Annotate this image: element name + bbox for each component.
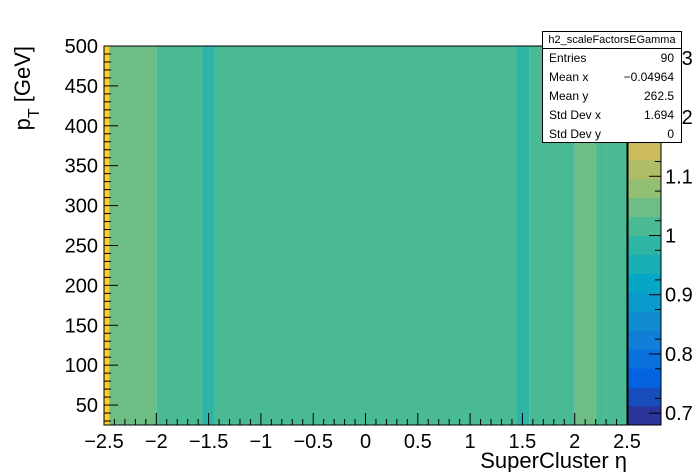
x-axis: −2.5 −2 −1.5 −1 −0.5 0 0.5 1 1.5 2 2.5 [84, 413, 641, 453]
x-tick-label: 2 [569, 431, 580, 453]
color-bar-tick-label: 0.9 [665, 285, 693, 307]
stats-row: Mean x −0.04964 [543, 68, 681, 87]
heatmap-cell [214, 46, 517, 425]
y-tick-label: 100 [65, 355, 98, 377]
y-tick-label: 50 [76, 395, 98, 417]
color-bar-band [628, 330, 661, 350]
y-tick-label: 200 [65, 275, 98, 297]
stats-value: 0 [667, 127, 674, 141]
y-tick-label: 250 [65, 235, 98, 257]
color-bar-band [628, 140, 661, 161]
stats-label: Mean x [549, 70, 589, 84]
stats-value: −0.04964 [623, 70, 674, 84]
y-axis-label: pT [GeV] [10, 46, 43, 130]
x-axis-label: SuperCluster η [480, 448, 627, 472]
x-tick-label: 0 [360, 431, 371, 453]
heatmap-cell [109, 46, 157, 425]
color-bar-tick-label: 1 [665, 226, 676, 248]
y-tick-label: 300 [65, 196, 98, 218]
color-bar-tick-label: 0.7 [665, 403, 693, 425]
y-tick-label: 350 [65, 156, 98, 178]
stats-row: Std Dev x 1.694 [543, 106, 681, 125]
color-bar-band [628, 292, 661, 312]
color-bar-band [628, 368, 661, 388]
stats-value: 1.694 [643, 108, 674, 122]
x-tick-label: 0.5 [404, 431, 432, 453]
y-tick-label: 500 [65, 36, 98, 58]
x-tick-label: 1.5 [508, 431, 536, 453]
color-bar-band [628, 349, 661, 369]
y-tick-label: 400 [65, 116, 98, 138]
color-bar-band [628, 406, 661, 426]
x-tick-label: −2.5 [84, 431, 123, 453]
color-bar-band [628, 159, 661, 180]
heatmap-cell [595, 46, 607, 425]
heatmap-cell [516, 46, 530, 425]
x-tick-label: 2.5 [613, 431, 641, 453]
stats-label: Std Dev x [549, 108, 602, 122]
color-bar-band [628, 273, 661, 293]
stats-label: Entries [549, 51, 587, 65]
stats-row: Mean y 262.5 [543, 87, 681, 106]
stats-label: Std Dev y [549, 127, 602, 141]
x-tick-label: −2 [145, 431, 168, 453]
x-tick-label: −1 [249, 431, 272, 453]
stats-value: 90 [660, 51, 674, 65]
x-tick-label: 1 [465, 431, 476, 453]
heatmap-cell [201, 46, 215, 425]
stats-box: h2_scaleFactorsEGamma Entries 90 Mean x −0… [542, 31, 682, 143]
color-bar-band [628, 387, 661, 407]
color-bar-band [628, 235, 661, 255]
y-axis: 50 100 150 200 250 300 350 400 450 500 [65, 36, 118, 422]
color-bar-band [628, 178, 661, 199]
color-bar-band [628, 216, 661, 236]
x-tick-label: −0.5 [293, 431, 332, 453]
stats-title: h2_scaleFactorsEGamma [543, 32, 681, 49]
heatmap-cell [156, 46, 202, 425]
stats-row: Std Dev y 0 [543, 125, 681, 144]
x-tick-label: −1.5 [189, 431, 228, 453]
color-bar-band [628, 311, 661, 331]
y-tick-label: 450 [65, 76, 98, 98]
stats-value: 262.5 [643, 89, 674, 103]
y-tick-label: 150 [65, 315, 98, 337]
color-bar-band [628, 197, 661, 218]
stats-row: Entries 90 [543, 49, 681, 68]
color-bar-tick-label: 1.1 [665, 166, 693, 188]
color-bar-band [628, 254, 661, 274]
stats-label: Mean y [549, 89, 589, 103]
heatmap-cell [104, 46, 110, 425]
color-bar-tick-label: 0.8 [665, 344, 693, 366]
